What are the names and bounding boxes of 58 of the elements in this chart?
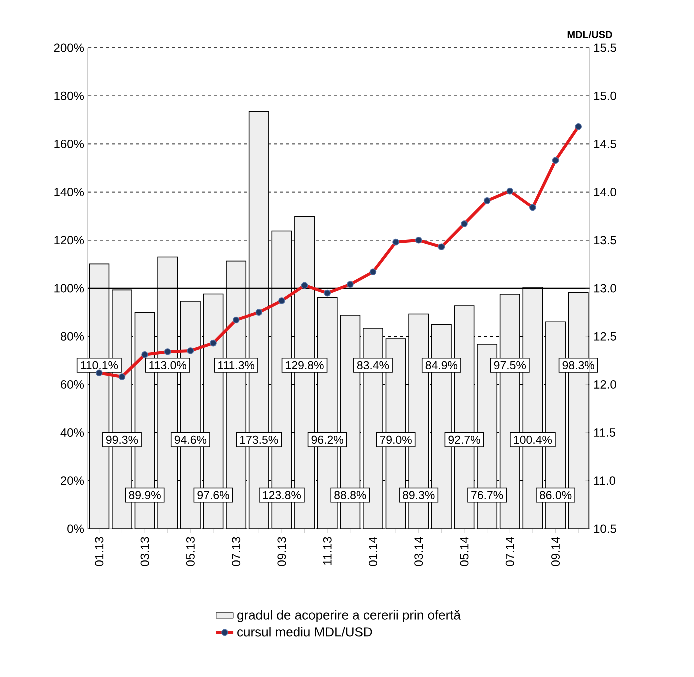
data-label: 129.8% bbox=[286, 361, 324, 370]
data-label: 76.7% bbox=[472, 491, 504, 500]
y-tick-label: 120% bbox=[54, 236, 84, 245]
x-tick-label: 03.14 bbox=[414, 537, 424, 566]
y-tick-label: 0% bbox=[68, 524, 84, 534]
x-tick-label: 09.14 bbox=[552, 537, 560, 566]
x-tick-label: 05.14 bbox=[460, 537, 469, 566]
data-label: 88.8% bbox=[334, 491, 366, 500]
data-label: 99.3% bbox=[106, 436, 138, 444]
y2-axis-title: MDL/USD bbox=[568, 31, 612, 38]
data-label: 123.8% bbox=[263, 491, 302, 500]
data-label: 79.0% bbox=[380, 436, 412, 444]
y2-tick-label: 12.5 bbox=[594, 332, 616, 341]
y2-tick-label: 15.0 bbox=[594, 92, 616, 100]
data-label: 94.6% bbox=[174, 436, 207, 444]
data-label: 100.4% bbox=[514, 436, 552, 444]
y2-tick-label: 14.0 bbox=[594, 188, 616, 197]
y2-tick-label: 13.0 bbox=[594, 284, 616, 293]
x-tick-label: 09.13 bbox=[278, 537, 286, 566]
y-tick-label: 200% bbox=[54, 44, 84, 52]
data-label: 84.9% bbox=[426, 361, 458, 370]
data-label: 92.7% bbox=[448, 436, 480, 444]
x-tick-label: 07.14 bbox=[506, 537, 514, 566]
data-label: 89.3% bbox=[403, 491, 435, 500]
y2-tick-label: 15.5 bbox=[594, 44, 616, 52]
data-label: 89.9% bbox=[129, 491, 161, 500]
data-label: 96.2% bbox=[312, 436, 344, 444]
x-tick-label: 07.13 bbox=[232, 537, 241, 566]
x-tick-label: 01.13 bbox=[95, 537, 104, 566]
x-tick-label: 05.13 bbox=[186, 537, 195, 566]
y2-tick-label: 13.5 bbox=[594, 236, 616, 245]
x-tick-label: 01.14 bbox=[368, 537, 378, 566]
y2-tick-label: 10.5 bbox=[594, 524, 616, 534]
x-tick-label: 11.13 bbox=[323, 537, 332, 566]
legend-label: gradul de acoperire a cererii prin ofertă bbox=[238, 610, 461, 622]
data-label: 86.0% bbox=[540, 491, 572, 500]
data-label: 97.5% bbox=[494, 361, 526, 370]
legend-label: cursul mediu MDL/USD bbox=[238, 627, 372, 637]
y2-tick-label: 11.0 bbox=[594, 476, 616, 486]
y-tick-label: 100% bbox=[54, 284, 84, 293]
y2-tick-label: 12.0 bbox=[594, 380, 616, 389]
x-tick-label: 03.13 bbox=[140, 537, 150, 566]
y2-tick-label: 11.5 bbox=[594, 428, 616, 437]
data-label: 113.0% bbox=[150, 361, 187, 370]
y-tick-label: 140% bbox=[54, 188, 84, 197]
data-label: 111.3% bbox=[218, 361, 255, 370]
y-tick-label: 180% bbox=[54, 92, 84, 100]
y-tick-label: 80% bbox=[60, 332, 84, 341]
y-tick-label: 40% bbox=[60, 428, 84, 438]
y2-tick-label: 14.5 bbox=[594, 140, 616, 148]
data-label: 98.3% bbox=[562, 361, 594, 370]
data-label: 97.6% bbox=[198, 491, 230, 500]
y-tick-label: 160% bbox=[54, 140, 84, 148]
data-label: 83.4% bbox=[357, 361, 390, 370]
data-label: 173.5% bbox=[240, 436, 278, 444]
y-tick-label: 60% bbox=[61, 380, 84, 389]
y-tick-label: 20% bbox=[61, 476, 84, 486]
data-label: 110.1% bbox=[81, 361, 118, 370]
